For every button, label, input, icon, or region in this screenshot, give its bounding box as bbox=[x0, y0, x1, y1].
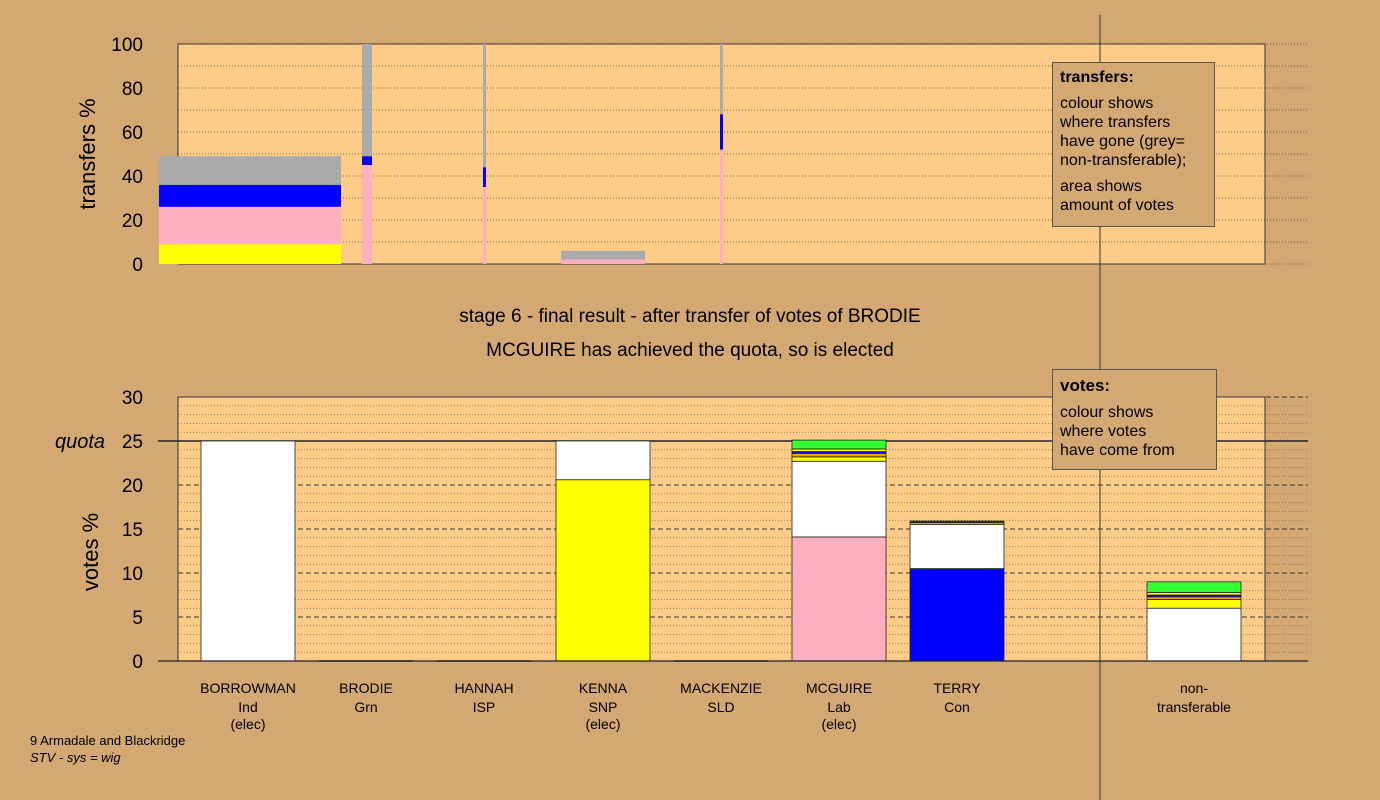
votes-legend-box: votes: colour shows where votes have com… bbox=[1052, 369, 1217, 470]
candidate-name-label: non- bbox=[1180, 680, 1208, 696]
transfers-y-tick-label: 80 bbox=[122, 79, 143, 100]
vote-bar-segment bbox=[200, 440, 296, 662]
ward-name: 9 Armadale and Blackridge bbox=[30, 733, 186, 748]
vote-bar-segment bbox=[555, 440, 651, 481]
vote-bar-segment bbox=[1146, 599, 1242, 609]
transfers-legend-line: area shows bbox=[1060, 178, 1142, 195]
votes-y-tick-label: 15 bbox=[122, 520, 143, 541]
vote-bar-segment bbox=[909, 568, 1005, 662]
transfers-y-tick-label: 0 bbox=[132, 255, 143, 276]
vote-bar-segment bbox=[791, 536, 887, 662]
transfer-segment bbox=[159, 244, 341, 264]
transfer-segment bbox=[561, 259, 645, 264]
candidate-name-label: HANNAH bbox=[454, 680, 513, 696]
transfer-segment bbox=[483, 167, 486, 187]
votes-y-tick-label: 25 bbox=[122, 432, 143, 453]
transfer-segment bbox=[720, 44, 723, 115]
candidate-name-label: MACKENZIE bbox=[680, 680, 762, 696]
candidate-name-label: KENNA bbox=[579, 680, 628, 696]
vote-bar-segment bbox=[909, 520, 1005, 524]
transfer-segment bbox=[483, 187, 486, 264]
vote-bar-segment bbox=[791, 456, 887, 462]
candidate-party-label: Con bbox=[944, 699, 970, 715]
candidate-name-label: BRODIE bbox=[339, 680, 393, 696]
quota-label: quota bbox=[55, 431, 105, 453]
candidate-status-label: (elec) bbox=[821, 716, 856, 732]
candidate-status-label: (elec) bbox=[230, 716, 265, 732]
candidate-party-label: SNP bbox=[589, 699, 618, 715]
candidate-party-label: Lab bbox=[827, 699, 851, 715]
votes-y-tick-label: 0 bbox=[132, 652, 143, 673]
stage-line: stage 6 - final result - after transfer … bbox=[459, 306, 921, 327]
transfer-segment bbox=[720, 114, 723, 150]
votes-legend-line: where votes bbox=[1060, 423, 1147, 440]
vote-bar-segment bbox=[791, 452, 887, 458]
transfers-legend-line: where transfers bbox=[1060, 114, 1171, 131]
transfer-segment bbox=[362, 44, 372, 157]
candidate-name-label: MCGUIRE bbox=[806, 680, 872, 696]
votes-legend-line: have come from bbox=[1060, 442, 1175, 459]
votes-y-tick-label: 5 bbox=[132, 608, 143, 629]
votes-y-tick-label: 10 bbox=[122, 564, 143, 585]
vote-bar-segment bbox=[909, 524, 1005, 569]
candidate-name-label: TERRY bbox=[933, 680, 981, 696]
transfer-segment bbox=[483, 44, 486, 168]
transfers-y-axis-label: transfers % bbox=[75, 98, 100, 209]
transfer-segment bbox=[362, 165, 372, 264]
candidate-status-label: (elec) bbox=[585, 716, 620, 732]
transfers-legend-title: transfers: bbox=[1060, 69, 1134, 86]
vote-bar-segment bbox=[1146, 581, 1242, 593]
transfers-legend-line: colour shows bbox=[1060, 95, 1154, 112]
candidate-party-label: transferable bbox=[1157, 699, 1231, 715]
transfers-y-tick-label: 100 bbox=[111, 35, 143, 56]
transfers-legend-line: amount of votes bbox=[1060, 197, 1174, 214]
transfer-segment bbox=[159, 206, 341, 245]
voting-system: STV - sys = wig bbox=[30, 750, 121, 765]
transfer-segment bbox=[362, 156, 372, 165]
candidate-party-label: Ind bbox=[238, 699, 257, 715]
votes-y-tick-label: 20 bbox=[122, 476, 143, 497]
votes-y-tick-label: 30 bbox=[122, 388, 143, 409]
transfers-y-tick-label: 60 bbox=[122, 123, 143, 144]
transfer-segment bbox=[561, 250, 645, 260]
candidate-party-label: Grn bbox=[354, 699, 377, 715]
transfer-segment bbox=[159, 184, 341, 207]
transfers-legend-box: transfers: colour shows where transfers … bbox=[1052, 62, 1215, 227]
candidate-party-label: ISP bbox=[473, 699, 496, 715]
candidate-name-label: BORROWMAN bbox=[200, 680, 296, 696]
transfer-segment bbox=[720, 149, 723, 264]
votes-legend-title: votes: bbox=[1060, 376, 1111, 395]
transfers-y-tick-label: 20 bbox=[122, 211, 143, 232]
transfer-segment bbox=[159, 156, 341, 185]
candidate-party-label: SLD bbox=[707, 699, 734, 715]
transfers-y-tick-label: 40 bbox=[122, 167, 143, 188]
vote-bar-segment bbox=[791, 439, 887, 450]
vote-bar-segment bbox=[1146, 607, 1242, 662]
vote-bar-segment bbox=[791, 460, 887, 538]
elected-line: MCGUIRE has achieved the quota, so is el… bbox=[486, 340, 894, 361]
transfers-legend-line: have gone (grey= bbox=[1060, 133, 1185, 150]
votes-legend-line: colour shows bbox=[1060, 404, 1154, 421]
votes-y-axis-label: votes % bbox=[78, 513, 103, 591]
transfers-legend-line: non-transferable); bbox=[1060, 152, 1187, 169]
vote-bar-segment bbox=[555, 479, 651, 662]
